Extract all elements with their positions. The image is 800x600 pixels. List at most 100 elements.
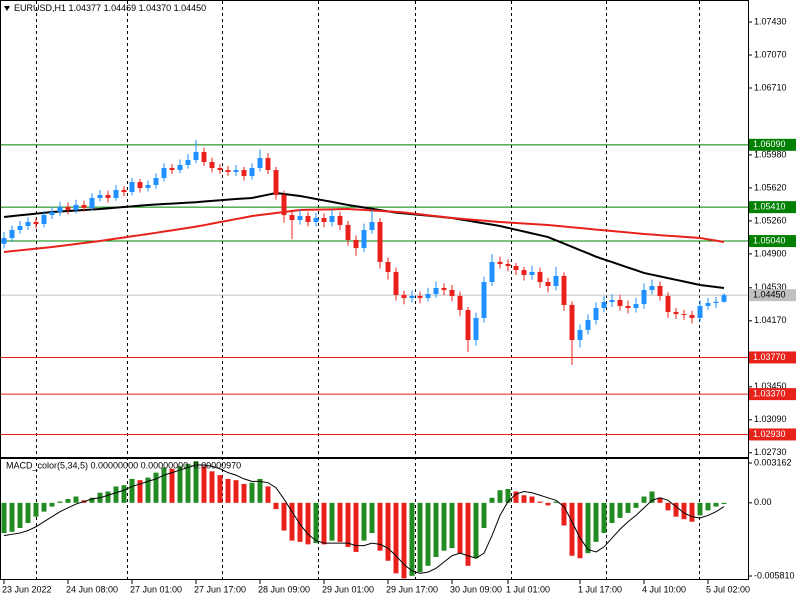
macd-bar [57,501,63,503]
candle-body [201,151,207,162]
candle-body [465,309,471,340]
macd-bar [465,502,471,566]
candle-body [17,226,23,230]
candle-body [353,239,359,249]
candle-body [585,319,591,330]
macd-bar [121,485,127,503]
candle-body [609,299,615,303]
candle-body [513,265,519,271]
level-tag [749,351,796,364]
macd-bar [625,502,631,513]
macd-bar [257,478,263,503]
y-tick-label: 1.03090 [754,414,787,424]
macd-bar [457,502,463,554]
macd-frame [0,458,749,580]
price-pane [1,139,748,435]
level-label: 1.02930 [753,429,786,439]
price-frame [0,0,749,458]
x-tick-label: 29 Jun 17:00 [386,584,438,594]
macd-bar [697,502,703,516]
macd-bar [337,502,343,542]
candle-body [393,271,399,295]
macd-bar [105,491,111,503]
x-tick-label: 5 Jul 02:00 [706,584,750,594]
candle-body [649,285,655,291]
candle-body [289,215,295,220]
candle-body [313,217,319,222]
candle-body [441,287,447,291]
macd-bar [153,472,159,503]
macd-bar [673,502,679,517]
macd-bar [169,468,175,503]
macd-pane [1,461,727,579]
candle-body [417,295,423,298]
macd-bar [553,501,559,503]
menu-triangle[interactable] [4,6,10,11]
macd-bar [185,463,191,503]
candle-body [97,194,103,198]
candle-body [689,315,695,318]
x-tick-label: 30 Jun 09:00 [450,584,502,594]
candle-body [401,294,407,298]
candle-body [385,261,391,272]
axes: 1.07430 1.07070 1.06710 1.05980 1.05620 1.052… [2,16,796,594]
macd-bar [9,502,15,532]
macd-bar [1,502,7,534]
macd-bar [209,471,215,503]
candle-body [305,216,311,222]
level-label: 1.03370 [753,388,786,398]
y-tick-label: 1.04170 [754,315,787,325]
candle-body [521,270,527,275]
candle-body [153,177,159,185]
y-tick-label: 1.05620 [754,182,787,192]
macd-bar [577,502,583,559]
candle-body [89,197,95,208]
macd-bar [233,480,239,503]
current-label: 1.04450 [753,290,786,300]
candle-body [345,224,351,240]
macd-bar [633,502,639,508]
candle-body [537,271,543,283]
candle-body [633,304,639,308]
macd-bar [409,502,415,576]
candle-body [129,182,135,193]
macd-bar [49,502,55,507]
macd-bar [561,502,567,526]
candle-body [721,295,727,302]
macd-bar [609,502,615,523]
macd-bar [353,502,359,552]
candle-body [665,295,671,312]
candle-body [105,194,111,198]
macd-bar [601,502,607,534]
x-tick-label: 23 Jun 2022 [2,584,52,594]
candle-body [41,215,47,225]
x-tick-label: 28 Jun 09:00 [258,584,310,594]
candle-body [449,290,455,296]
candle-body [641,290,647,305]
macd-bar [265,486,271,503]
macd-bar [545,502,551,506]
candle-body [473,317,479,340]
macd-bar [345,502,351,547]
macd-bar [513,491,519,503]
candle-body [553,275,559,286]
macd-bar [705,502,711,511]
macd-bar [273,502,279,510]
macd-bar [249,482,255,503]
candle-body [161,168,167,178]
candle-body [33,221,39,225]
macd-bar [681,502,687,520]
level-label: 1.05040 [753,235,786,245]
macd-bar [721,502,727,505]
macd-bar [25,502,31,523]
macd-bar [689,502,695,522]
indicator-label: MACD_color(5,34,5) 0.00000000 0.00000000… [6,460,241,470]
macd-tick-label: -0.005810 [754,570,795,580]
candle-body [177,164,183,171]
macd-bar [289,502,295,541]
moving-average [3,207,725,253]
macd-bar [161,467,167,503]
macd-bar [489,497,495,503]
macd-bar [361,502,367,541]
candle-body [233,170,239,172]
